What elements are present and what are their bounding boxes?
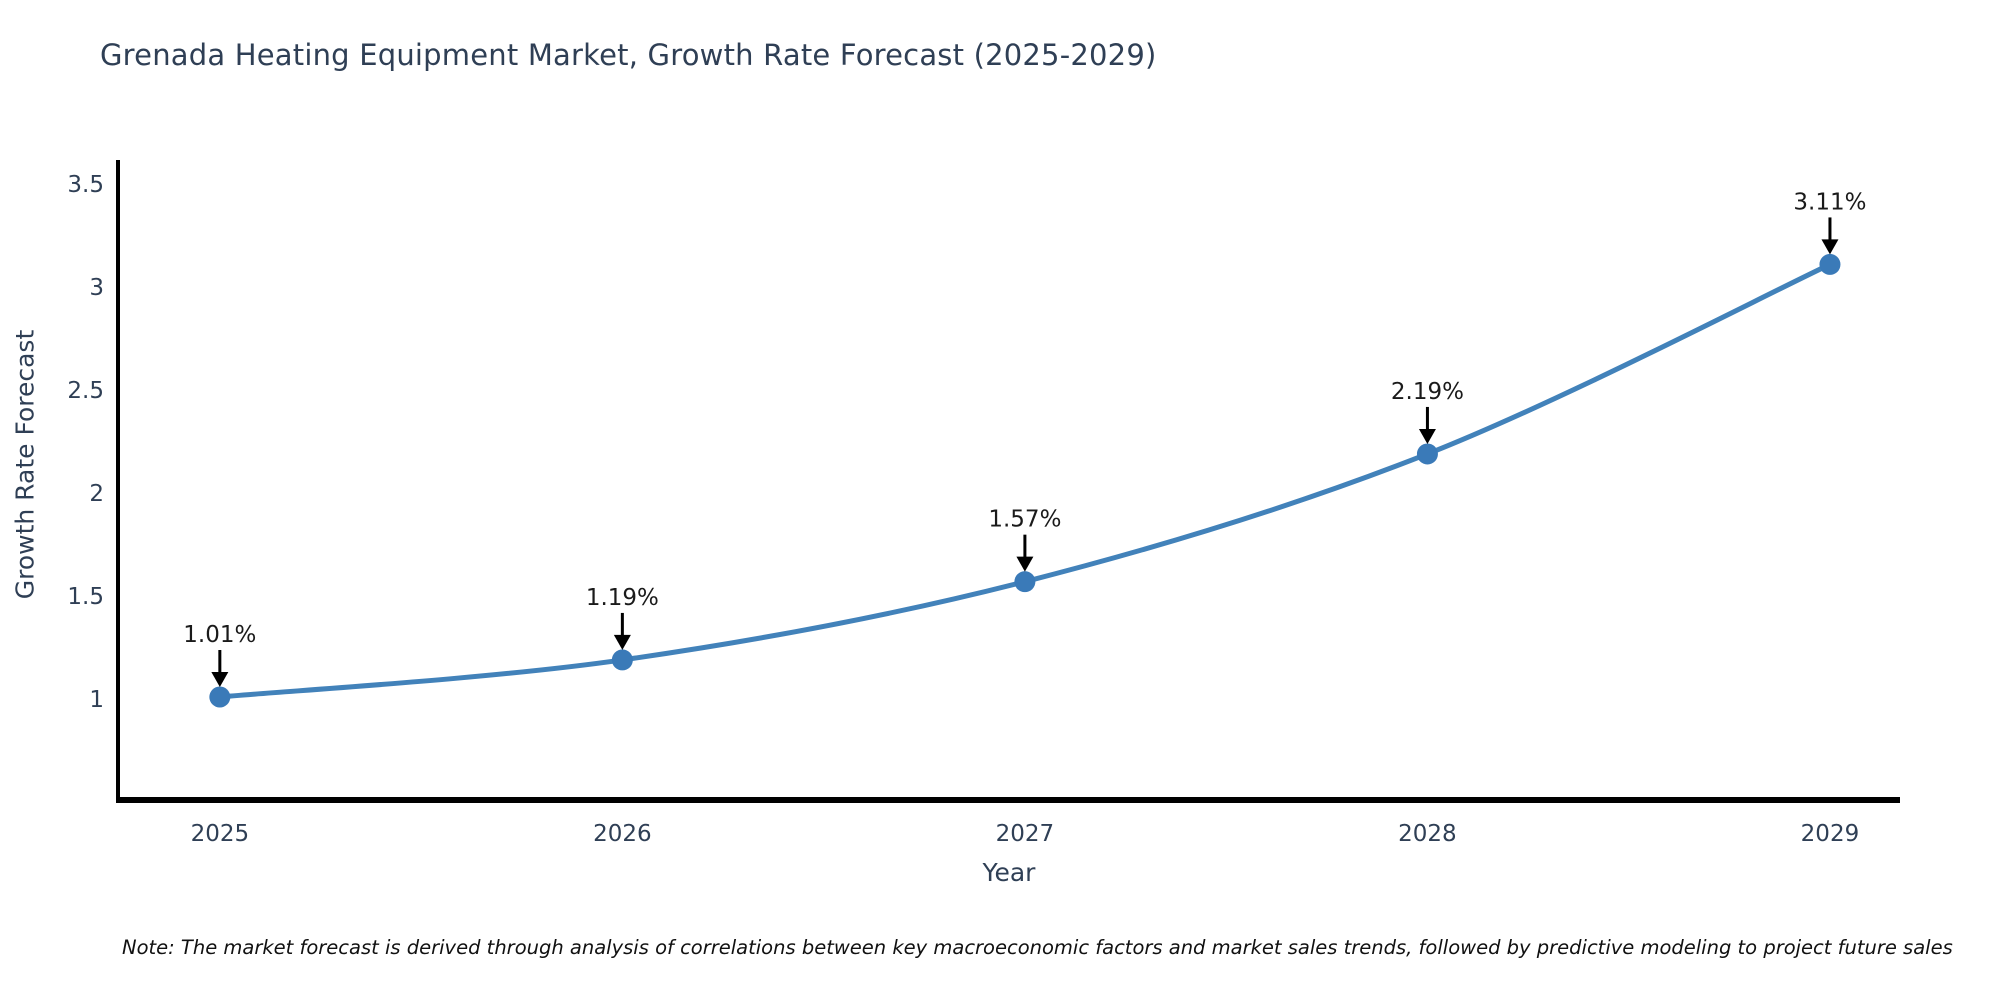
x-tick-label: 2028 bbox=[1398, 821, 1457, 847]
y-axis-title: Growth Rate Forecast bbox=[10, 329, 40, 600]
data-point-marker bbox=[1014, 571, 1036, 593]
annotation-arrow-head bbox=[613, 634, 631, 650]
y-tick-label: 2 bbox=[89, 481, 104, 507]
x-tick-label: 2026 bbox=[593, 821, 652, 847]
annotation-arrow-head bbox=[211, 672, 229, 688]
data-point-label: 1.19% bbox=[586, 585, 659, 611]
data-point-marker bbox=[209, 686, 231, 708]
annotation-arrow-head bbox=[1821, 239, 1839, 255]
x-axis-title: Year bbox=[982, 858, 1036, 887]
data-point-label: 1.57% bbox=[988, 507, 1061, 533]
y-tick-label: 3 bbox=[89, 275, 104, 301]
x-tick-label: 2027 bbox=[996, 821, 1055, 847]
data-point-marker bbox=[1416, 443, 1438, 465]
y-tick-label: 1.5 bbox=[67, 584, 104, 610]
y-tick-label: 1 bbox=[89, 687, 104, 713]
annotation-arrow-head bbox=[1016, 556, 1034, 572]
y-tick-label: 2.5 bbox=[67, 378, 104, 404]
x-tick-label: 2029 bbox=[1801, 821, 1860, 847]
x-tick-label: 2025 bbox=[191, 821, 250, 847]
data-point-marker bbox=[611, 649, 633, 671]
footnote: Note: The market forecast is derived thr… bbox=[122, 936, 1953, 959]
data-point-marker bbox=[1819, 253, 1841, 275]
annotation-arrow-head bbox=[1418, 428, 1436, 444]
y-tick-label: 3.5 bbox=[67, 172, 104, 198]
data-point-label: 2.19% bbox=[1391, 379, 1464, 405]
forecast-line bbox=[217, 261, 1833, 700]
data-point-label: 3.11% bbox=[1793, 189, 1866, 215]
data-point-label: 1.01% bbox=[183, 622, 256, 648]
chart-title: Grenada Heating Equipment Market, Growth… bbox=[100, 38, 1157, 72]
